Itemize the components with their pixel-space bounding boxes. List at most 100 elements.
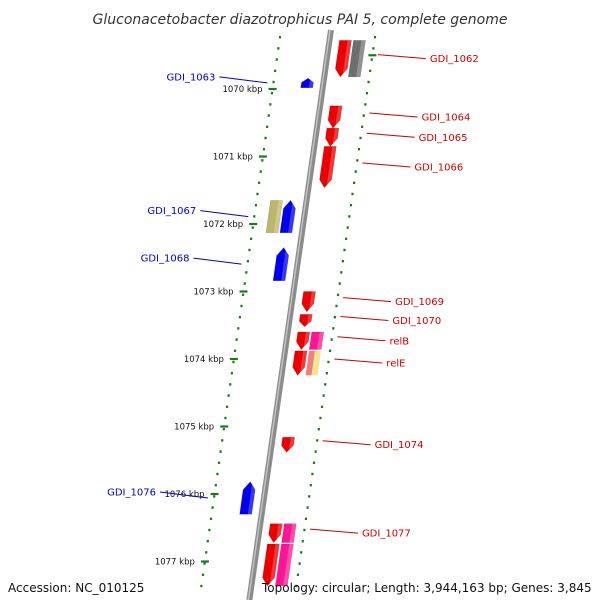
gene-relb-partner-shade	[317, 332, 324, 350]
gene-gdi-1065-arrow[interactable]	[325, 127, 340, 147]
gene-gdi-1076-arrow[interactable]	[239, 481, 256, 515]
gene-label-gdi-1068-group[interactable]: GDI_1068	[141, 254, 242, 265]
gene-gdi-1067-arrow-body[interactable]	[279, 199, 296, 234]
gene-label-gdi-1074[interactable]: GDI_1074	[375, 440, 424, 451]
gene-rele-feature[interactable]	[292, 350, 321, 376]
gene-gdi-1065-arrow-body[interactable]	[325, 127, 340, 147]
gene-label-gdi-1067-group[interactable]: GDI_1067	[147, 206, 249, 217]
gene-relb-arrow[interactable]	[296, 331, 311, 350]
gene-relb-arrow-shade	[303, 332, 310, 347]
gene-gdi-1067-partner[interactable]	[265, 200, 283, 234]
gene-gdi-1077-partner-body	[281, 523, 297, 543]
gene-label-gdi-1066-group[interactable]: GDI_1066	[362, 162, 463, 173]
gene-unlabeled-14-arrow-shade	[269, 544, 280, 583]
gene-rele-partner-left	[305, 350, 315, 376]
gene-gdi-1077-arrow[interactable]	[268, 523, 283, 544]
gene-unlabeled-14-partner-shade	[283, 543, 294, 586]
gene-unlabeled-14-partner[interactable]	[275, 543, 294, 587]
gene-label-gdi-1077[interactable]: GDI_1077	[362, 529, 411, 540]
gene-gdi-1077-partner[interactable]	[281, 523, 297, 543]
gene-gdi-1069-arrow[interactable]	[301, 291, 316, 313]
gene-gdi-1062-arrow[interactable]	[335, 40, 352, 78]
gene-gdi-1064-feature[interactable]	[327, 105, 343, 129]
gene-rele-partner[interactable]	[305, 350, 321, 376]
gene-unlabeled-14-feature[interactable]	[262, 543, 294, 587]
gene-label-gdi-1062-group[interactable]: GDI_1062	[377, 54, 479, 65]
gene-gdi-1063-arrow-body[interactable]	[300, 77, 314, 88]
gene-unlabeled-14-arrow[interactable]	[262, 543, 280, 587]
gene-gdi-1069-feature[interactable]	[301, 291, 316, 313]
gene-gdi-1067-arrow[interactable]	[279, 199, 296, 234]
scale-dotted-guides	[200, 35, 377, 588]
gene-label-gdi-1069[interactable]: GDI_1069	[395, 297, 444, 308]
gene-label-gdi-1069-group[interactable]: GDI_1069	[343, 297, 444, 308]
gene-gdi-1065-feature[interactable]	[325, 127, 340, 147]
gene-gdi-1070-arrow-body[interactable]	[298, 314, 313, 328]
gene-label-gdi-1068[interactable]: GDI_1068	[141, 254, 190, 265]
gene-gdi-1063-arrow[interactable]	[300, 77, 314, 88]
gene-relb-partner[interactable]	[308, 331, 325, 350]
gene-gdi-1064-arrow-body[interactable]	[327, 105, 343, 129]
gene-gdi-1062-feature[interactable]	[335, 40, 366, 78]
gene-gdi-1069-arrow-shade	[309, 291, 316, 309]
gene-label-gdi-1070[interactable]: GDI_1070	[392, 316, 441, 327]
gene-gdi-1066-arrow-body[interactable]	[319, 146, 337, 189]
gene-gdi-1077-feature[interactable]	[268, 523, 297, 544]
gene-gdi-1067-arrow-shade	[288, 203, 296, 233]
gene-gdi-1068-feature[interactable]	[272, 247, 290, 282]
gene-label-gdi-1076[interactable]: GDI_1076	[107, 488, 156, 499]
gene-label-gdi-1064-group[interactable]: GDI_1064	[369, 113, 471, 124]
gene-label-gdi-1065-group[interactable]: GDI_1065	[366, 133, 468, 144]
gene-label-gdi-1074-group[interactable]: GDI_1074	[322, 440, 424, 451]
gene-label-rele-group[interactable]: relE	[334, 359, 405, 370]
gene-label-rele[interactable]: relE	[386, 359, 405, 370]
gene-gdi-1064-arrow[interactable]	[327, 105, 343, 129]
gene-label-gdi-1067[interactable]: GDI_1067	[147, 206, 196, 217]
gene-label-relb-group[interactable]: relB	[337, 336, 409, 347]
gene-relb-feature[interactable]	[296, 331, 325, 350]
gene-gdi-1068-arrow-body[interactable]	[272, 247, 290, 282]
gene-label-gdi-1063[interactable]: GDI_1063	[167, 72, 216, 83]
gene-gdi-1076-arrow-body[interactable]	[239, 481, 256, 515]
gene-unlabeled-14-arrow-body[interactable]	[262, 543, 280, 587]
gene-gdi-1069-arrow-body[interactable]	[301, 291, 316, 313]
gene-gdi-1074-arrow[interactable]	[281, 436, 296, 453]
gene-label-relb[interactable]: relB	[389, 336, 409, 347]
gene-label-gdi-1070-group[interactable]: GDI_1070	[340, 316, 441, 327]
gene-gdi-1074-arrow-body[interactable]	[281, 436, 296, 453]
tick-label-1075: 1075 kbp	[174, 423, 214, 433]
gene-gdi-1067-feature[interactable]	[265, 199, 296, 234]
genome-backbone	[246, 29, 334, 600]
gene-rele-partner-right	[311, 350, 321, 376]
gene-relb-arrow-body[interactable]	[296, 331, 311, 350]
gene-gdi-1070-arrow[interactable]	[298, 314, 313, 328]
gene-label-gdi-1062[interactable]: GDI_1062	[430, 54, 479, 65]
gene-gdi-1062-partner[interactable]	[347, 40, 366, 78]
gene-label-gdi-1077-leader	[309, 528, 358, 534]
gene-gdi-1062-arrow-body[interactable]	[335, 40, 352, 78]
gene-rele-arrow-body[interactable]	[292, 350, 308, 376]
gene-label-gdi-1077-group[interactable]: GDI_1077	[309, 528, 411, 540]
gene-label-gdi-1065[interactable]: GDI_1065	[419, 133, 468, 144]
gene-gdi-1076-feature[interactable]	[239, 481, 256, 515]
gene-label-gdi-1076-group[interactable]: GDI_1076	[107, 488, 209, 499]
gene-rele-arrow[interactable]	[292, 350, 308, 376]
right-guide	[295, 35, 377, 588]
gene-gdi-1063-feature[interactable]	[300, 77, 314, 88]
gene-label-gdi-1076-leader	[159, 491, 209, 499]
gene-gdi-1066-arrow[interactable]	[319, 146, 337, 189]
gene-gdi-1068-arrow[interactable]	[272, 247, 290, 282]
gene-features	[239, 40, 366, 587]
gene-label-gdi-1064[interactable]: GDI_1064	[422, 113, 471, 124]
gene-gdi-1077-arrow-body[interactable]	[268, 523, 283, 544]
gene-gdi-1074-feature[interactable]	[281, 436, 296, 453]
gene-label-gdi-1066-leader	[362, 162, 411, 168]
gene-label-rele-leader	[334, 358, 383, 364]
gene-label-gdi-1066[interactable]: GDI_1066	[414, 162, 463, 173]
gene-gdi-1066-feature[interactable]	[319, 146, 337, 189]
gene-gdi-1067-partner-shade	[273, 200, 283, 233]
gene-gdi-1070-feature[interactable]	[298, 314, 313, 328]
gene-gdi-1066-arrow-shade	[326, 146, 337, 185]
gene-unlabeled-14-partner-body	[275, 543, 294, 587]
gene-label-gdi-1063-group[interactable]: GDI_1063	[167, 72, 268, 83]
